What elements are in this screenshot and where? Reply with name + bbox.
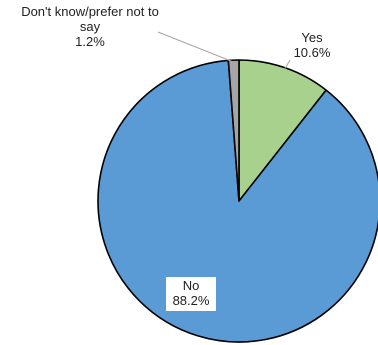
data-label-category-dont-know-0: Don't know/prefer not to	[21, 4, 159, 19]
data-label-category-yes-0: Yes	[301, 30, 323, 45]
pie-slices	[97, 59, 378, 343]
pie-slice-no	[97, 59, 378, 343]
data-label-category-dont-know-1: say	[80, 19, 101, 34]
data-label-value-dont-know: 1.2%	[75, 34, 105, 49]
leader-line-dont-know	[157, 31, 234, 63]
data-label-value-yes: 10.6%	[294, 45, 331, 60]
data-label-box-no	[166, 277, 216, 311]
leader-line-yes	[283, 59, 291, 70]
data-label-category-no-0: No	[183, 278, 200, 293]
data-label-value-no: 88.2%	[173, 293, 210, 308]
